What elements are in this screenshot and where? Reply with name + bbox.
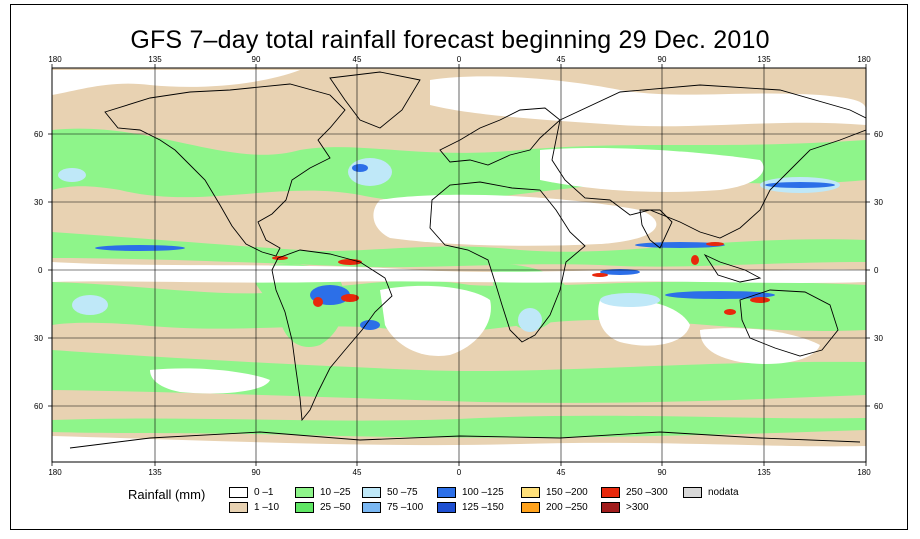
lon-tick-bottom: 135 xyxy=(757,468,771,477)
lat-tick-left: 30 xyxy=(34,198,43,207)
legend-swatch xyxy=(295,501,314,513)
legend-label: >300 xyxy=(626,501,649,513)
lon-tick-top: 135 xyxy=(148,55,162,64)
lon-tick-top: 45 xyxy=(557,55,566,64)
legend-swatch xyxy=(521,501,540,513)
lon-tick-top: 45 xyxy=(353,55,362,64)
legend-item: 10 –25 xyxy=(295,486,351,498)
legend-swatch xyxy=(437,486,456,498)
legend-item: 25 –50 xyxy=(295,501,351,513)
legend-item: >300 xyxy=(601,501,649,513)
legend-item: 125 –150 xyxy=(437,501,504,513)
extreme-rain-areas xyxy=(272,242,770,315)
legend-swatch xyxy=(229,501,248,513)
dry-areas xyxy=(52,70,866,462)
legend-label: 75 –100 xyxy=(387,501,424,513)
legend-label: 100 –125 xyxy=(462,486,504,498)
legend-item: 0 –1 xyxy=(229,486,273,498)
lat-tick-right: 60 xyxy=(874,130,883,139)
legend-swatch xyxy=(601,486,620,498)
legend-label: 25 –50 xyxy=(320,501,351,513)
legend-label: 250 –300 xyxy=(626,486,668,498)
legend-label: 150 –200 xyxy=(546,486,588,498)
map-title: GFS 7–day total rainfall forecast beginn… xyxy=(130,26,770,54)
legend-item: 75 –100 xyxy=(362,501,423,513)
lat-tick-left: 60 xyxy=(34,402,43,411)
legend-item: 100 –125 xyxy=(437,486,504,498)
lon-tick-bottom: 135 xyxy=(148,468,162,477)
lon-tick-top: 90 xyxy=(658,55,667,64)
lon-tick-top: 90 xyxy=(252,55,261,64)
lon-tick-bottom: 90 xyxy=(252,468,261,477)
legend-swatch xyxy=(437,501,456,513)
legend-swatch xyxy=(362,501,381,513)
legend-label: 50 –75 xyxy=(387,486,418,498)
coastlines xyxy=(69,71,866,449)
legend-swatch xyxy=(601,501,620,513)
legend-swatch xyxy=(295,486,314,498)
legend-label: 10 –25 xyxy=(320,486,351,498)
legend-swatch xyxy=(683,486,702,498)
lon-tick-bottom: 180 xyxy=(48,468,62,477)
lon-tick-bottom: 45 xyxy=(557,468,566,477)
legend-item: 200 –250 xyxy=(521,501,588,513)
lat-tick-left: 0 xyxy=(38,266,43,275)
legend-item: 150 –200 xyxy=(521,486,588,498)
graticule xyxy=(52,68,866,462)
lon-tick-bottom: 0 xyxy=(457,468,462,477)
lon-tick-top: 0 xyxy=(457,55,462,64)
legend-swatch xyxy=(362,486,381,498)
legend-label: nodata xyxy=(708,486,739,498)
legend-label: 125 –150 xyxy=(462,501,504,513)
lat-tick-right: 30 xyxy=(874,198,883,207)
legend-label: 200 –250 xyxy=(546,501,588,513)
legend-swatch xyxy=(229,486,248,498)
legend-item: 50 –75 xyxy=(362,486,418,498)
tick-marks xyxy=(48,64,870,466)
lat-tick-left: 60 xyxy=(34,130,43,139)
lon-tick-top: 180 xyxy=(48,55,62,64)
lon-tick-bottom: 45 xyxy=(353,468,362,477)
lat-tick-right: 0 xyxy=(874,266,879,275)
legend-swatch xyxy=(521,486,540,498)
heavy-rain-areas xyxy=(58,158,840,332)
lat-tick-right: 30 xyxy=(874,334,883,343)
legend-item: 1 –10 xyxy=(229,501,279,513)
lon-tick-bottom: 90 xyxy=(658,468,667,477)
lat-tick-right: 60 xyxy=(874,402,883,411)
legend-label: 0 –1 xyxy=(254,486,274,498)
lon-tick-bottom: 180 xyxy=(857,468,871,477)
lon-tick-top: 180 xyxy=(857,55,871,64)
legend-item: nodata xyxy=(683,486,739,498)
lon-tick-top: 135 xyxy=(757,55,771,64)
legend-title: Rainfall (mm) xyxy=(128,487,206,502)
lat-tick-left: 30 xyxy=(34,334,43,343)
legend-item: 250 –300 xyxy=(601,486,668,498)
legend-label: 1 –10 xyxy=(254,501,280,513)
